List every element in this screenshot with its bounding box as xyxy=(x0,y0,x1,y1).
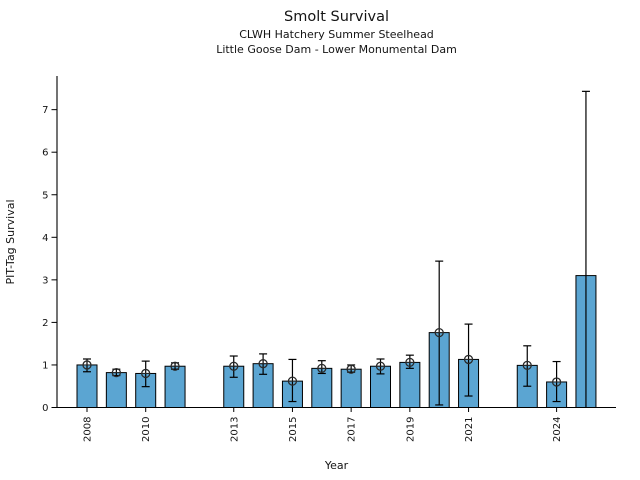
y-tick-label: 3 xyxy=(42,275,48,286)
title-block: Smolt Survival CLWH Hatchery Summer Stee… xyxy=(57,7,616,57)
y-tick-label: 5 xyxy=(42,190,48,201)
x-tick-label: 2013 xyxy=(229,417,240,442)
x-tick-label: 2021 xyxy=(464,417,475,442)
y-tick-label: 1 xyxy=(42,360,48,371)
chart-subtitle-reach: Little Goose Dam - Lower Monumental Dam xyxy=(216,43,457,56)
x-tick-label: 2024 xyxy=(552,417,563,442)
x-tick-label: 2017 xyxy=(347,417,358,442)
y-tick-label: 7 xyxy=(42,105,48,116)
x-tick-label: 2015 xyxy=(288,417,299,442)
bar-2019 xyxy=(399,361,421,409)
x-axis-title: Year xyxy=(324,459,349,472)
bar-2011 xyxy=(164,365,186,408)
errorbars-layer xyxy=(82,90,590,408)
x-tick-label: 2008 xyxy=(83,417,94,442)
bars-layer xyxy=(76,275,597,409)
bar-2016 xyxy=(311,367,333,409)
y-tick-label: 6 xyxy=(42,148,48,159)
x-tick-label: 2019 xyxy=(405,417,416,442)
y-tick-label: 2 xyxy=(42,318,48,329)
bar-2009 xyxy=(105,372,127,409)
y-tick-label: 0 xyxy=(42,403,48,414)
y-axis-title: PIT-Tag Survival xyxy=(4,199,17,284)
chart-title: Smolt Survival xyxy=(284,9,389,25)
bar-2017 xyxy=(340,368,362,408)
x-tick-label: 2010 xyxy=(141,417,152,442)
y-tick-label: 4 xyxy=(42,233,48,244)
chart-subtitle-hatchery: CLWH Hatchery Summer Steelhead xyxy=(239,28,434,41)
axes-layer: 0 1 2 3 4 5 6 7 2008 2010 2013 2015 2017 2019 2021 2024 xyxy=(42,76,616,442)
